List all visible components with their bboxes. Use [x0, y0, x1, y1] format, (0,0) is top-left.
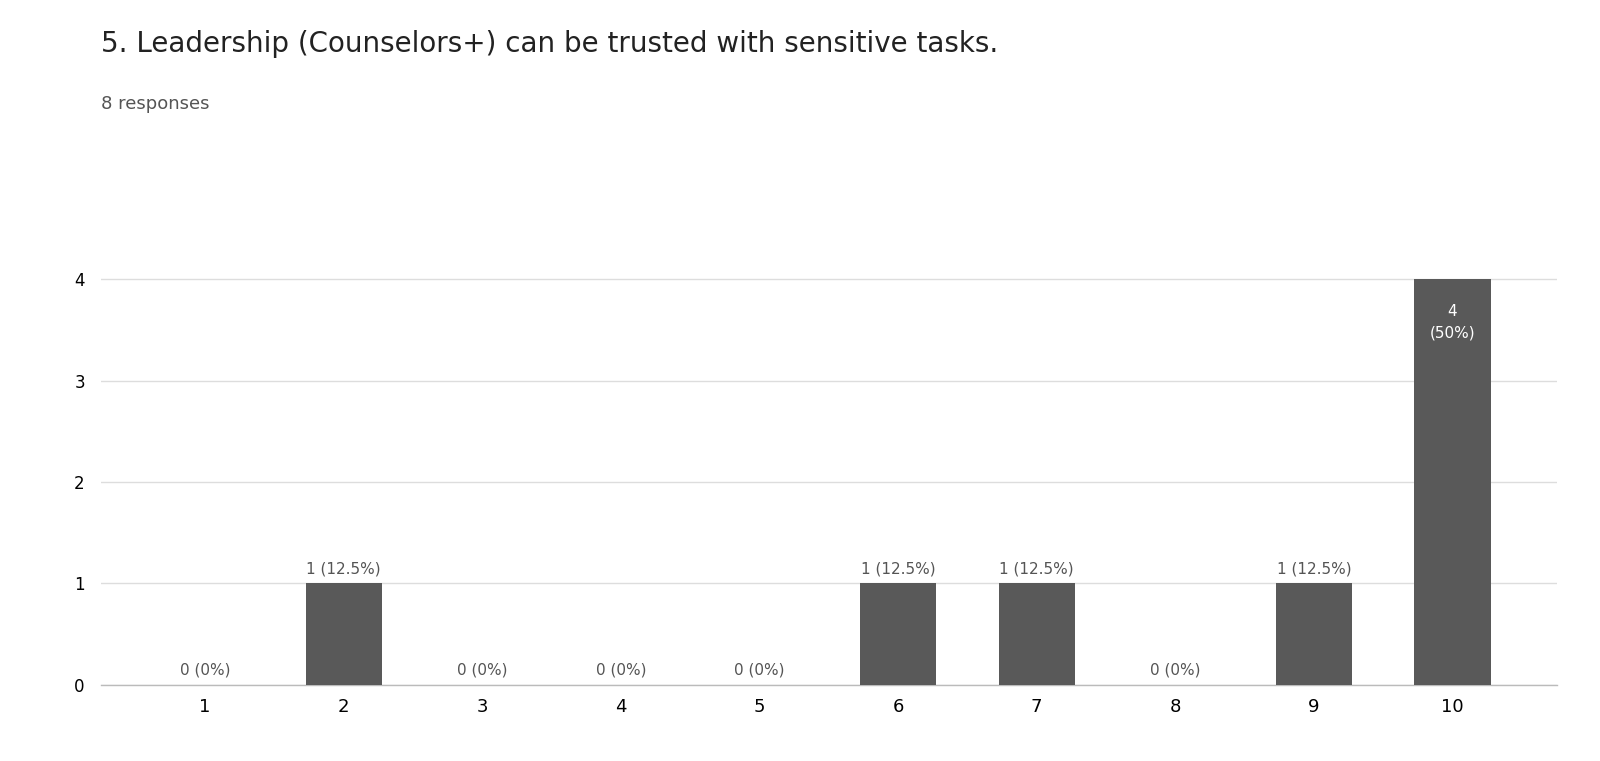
Text: 0 (0%): 0 (0%): [458, 663, 507, 678]
Text: 1 (12.5%): 1 (12.5%): [1000, 562, 1074, 576]
Bar: [859, 584, 936, 685]
Bar: [306, 584, 382, 685]
Text: 1 (12.5%): 1 (12.5%): [861, 562, 936, 576]
Bar: [1275, 584, 1352, 685]
Bar: [998, 584, 1075, 685]
Text: 4
(50%): 4 (50%): [1430, 304, 1475, 340]
Text: 0 (0%): 0 (0%): [1150, 663, 1200, 678]
Text: 0 (0%): 0 (0%): [179, 663, 230, 678]
Text: 5. Leadership (Counselors+) can be trusted with sensitive tasks.: 5. Leadership (Counselors+) can be trust…: [101, 30, 998, 59]
Text: 1 (12.5%): 1 (12.5%): [306, 562, 381, 576]
Text: 1 (12.5%): 1 (12.5%): [1277, 562, 1352, 576]
Bar: [1414, 279, 1491, 685]
Text: 0 (0%): 0 (0%): [595, 663, 646, 678]
Text: 0 (0%): 0 (0%): [734, 663, 784, 678]
Text: 8 responses: 8 responses: [101, 95, 210, 113]
